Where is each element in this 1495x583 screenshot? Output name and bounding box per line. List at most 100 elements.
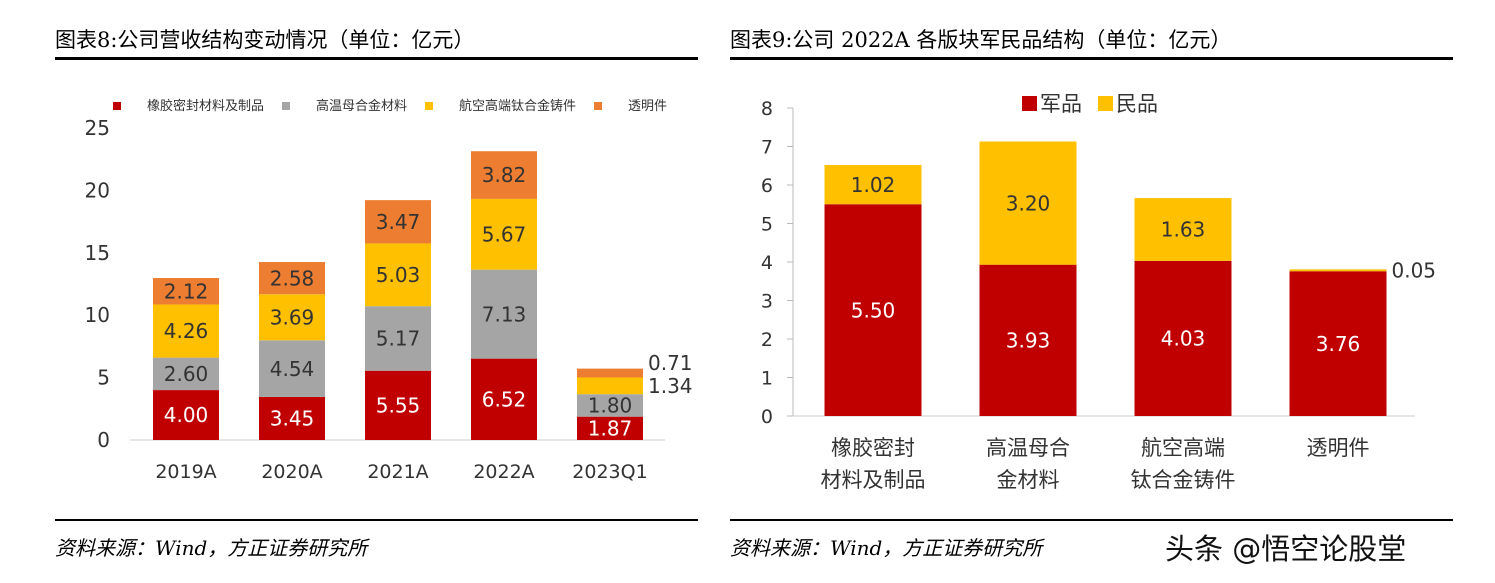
y-tick-label: 0 xyxy=(97,428,110,452)
source-right: 资料来源：Wind，方正证券研究所 xyxy=(730,536,1043,560)
bar-segment xyxy=(259,396,325,440)
y-tick-label: 5 xyxy=(761,214,773,236)
legend-swatch xyxy=(425,102,434,110)
data-label: 5.17 xyxy=(376,327,421,351)
y-tick-label: 20 xyxy=(85,178,110,202)
bar-segment xyxy=(259,262,325,295)
bar-segment xyxy=(153,304,219,358)
y-tick-label: 0 xyxy=(761,406,773,428)
bar-segment xyxy=(979,141,1077,265)
y-tick-label: 6 xyxy=(761,175,773,197)
bar-segment xyxy=(577,377,643,395)
bar-segment xyxy=(824,204,922,416)
x-tick-label: 2019A xyxy=(155,461,216,483)
watermark: 头条 @悟空论股堂 xyxy=(1165,532,1407,566)
x-tick-label: 材料及制品 xyxy=(821,468,926,492)
data-label: 3.45 xyxy=(270,407,315,431)
bar-segment xyxy=(577,394,643,417)
legend-swatch xyxy=(113,102,121,110)
source-rule-left xyxy=(55,519,698,521)
x-tick-label: 金材料 xyxy=(997,468,1060,492)
legend-label: 高温母合金材料 xyxy=(316,98,407,114)
source-left: 资料来源：Wind，方正证券研究所 xyxy=(55,536,368,560)
legend-swatch xyxy=(1098,96,1113,111)
bar-segment xyxy=(1134,260,1232,416)
data-label: 4.54 xyxy=(270,357,315,381)
bar-segment xyxy=(365,370,431,440)
bar-segment xyxy=(577,368,643,378)
data-label: 3.69 xyxy=(270,305,315,329)
title-rule-right xyxy=(730,57,1453,60)
bar-segment xyxy=(979,264,1077,416)
data-label: 3.76 xyxy=(1316,332,1361,356)
bar-segment xyxy=(153,357,219,391)
y-tick-label: 10 xyxy=(85,303,110,327)
data-label: 0.71 xyxy=(648,351,693,375)
data-label: 1.02 xyxy=(851,173,896,197)
data-label: 5.03 xyxy=(376,263,421,287)
x-tick-label: 航空高端 xyxy=(1141,436,1225,460)
bar-segment xyxy=(259,340,325,397)
bar-segment xyxy=(577,416,643,440)
bar-segment xyxy=(365,306,431,371)
x-tick-label: 钛合金铸件 xyxy=(1131,468,1236,492)
bar-segment xyxy=(1289,271,1387,416)
data-label: 1.87 xyxy=(588,417,633,441)
x-tick-label: 高温母合 xyxy=(986,436,1070,460)
x-tick-label: 透明件 xyxy=(1307,436,1370,460)
data-label: 5.55 xyxy=(376,394,421,418)
data-label: 1.63 xyxy=(1161,218,1206,242)
legend-swatch xyxy=(594,102,603,110)
y-tick-label: 4 xyxy=(761,252,773,274)
legend-label: 橡胶密封材料及制品 xyxy=(147,98,264,114)
chart-title-left: 图表8:公司营收结构变动情况（单位：亿元） xyxy=(55,28,475,52)
bar-segment xyxy=(365,200,431,244)
data-label: 5.67 xyxy=(482,222,527,246)
data-label: 2.12 xyxy=(164,279,209,303)
x-tick-label: 2023Q1 xyxy=(572,461,647,483)
data-label: 4.00 xyxy=(164,403,209,427)
x-tick-label: 2022A xyxy=(473,461,534,483)
data-label: 1.34 xyxy=(648,374,693,398)
y-tick-label: 15 xyxy=(85,241,110,265)
source-rule-right xyxy=(730,519,1453,521)
data-label: 6.52 xyxy=(482,388,527,412)
data-label: 2.60 xyxy=(164,362,209,386)
data-label: 0.05 xyxy=(1392,258,1437,282)
data-label: 2.58 xyxy=(270,266,315,290)
legend-label: 民品 xyxy=(1116,92,1158,116)
data-label: 4.26 xyxy=(164,319,209,343)
bar-segment xyxy=(471,151,537,199)
data-label: 3.82 xyxy=(482,163,527,187)
legend-label: 军品 xyxy=(1040,92,1082,116)
bar-segment xyxy=(471,358,537,440)
y-tick-label: 8 xyxy=(761,98,773,120)
y-tick-label: 7 xyxy=(761,137,773,159)
data-label: 5.50 xyxy=(851,298,896,322)
bar-segment xyxy=(1289,269,1387,272)
data-label: 7.13 xyxy=(482,302,527,326)
bar-segment xyxy=(365,243,431,307)
y-tick-label: 25 xyxy=(85,116,110,140)
title-rule-left xyxy=(55,57,698,60)
bar-segment xyxy=(824,164,922,205)
x-tick-label: 2021A xyxy=(367,461,428,483)
legend-swatch xyxy=(1022,96,1037,111)
x-tick-label: 2020A xyxy=(261,461,322,483)
x-tick-label: 橡胶密封 xyxy=(831,436,915,460)
data-label: 3.20 xyxy=(1006,191,1051,215)
bar-segment xyxy=(1134,198,1232,261)
bar-segment xyxy=(153,390,219,440)
chart-title-right: 图表9:公司 2022A 各版块军民品结构（单位：亿元） xyxy=(730,28,1232,52)
y-tick-label: 2 xyxy=(761,329,773,351)
data-label: 4.03 xyxy=(1161,327,1206,351)
bar-segment xyxy=(153,278,219,305)
bar-segment xyxy=(471,198,537,270)
legend-label: 透明件 xyxy=(628,99,667,114)
bar-segment xyxy=(259,294,325,341)
data-label: 3.47 xyxy=(376,210,421,234)
bar-segment xyxy=(471,269,537,359)
y-tick-label: 5 xyxy=(97,366,110,390)
data-label: 3.93 xyxy=(1006,329,1051,353)
